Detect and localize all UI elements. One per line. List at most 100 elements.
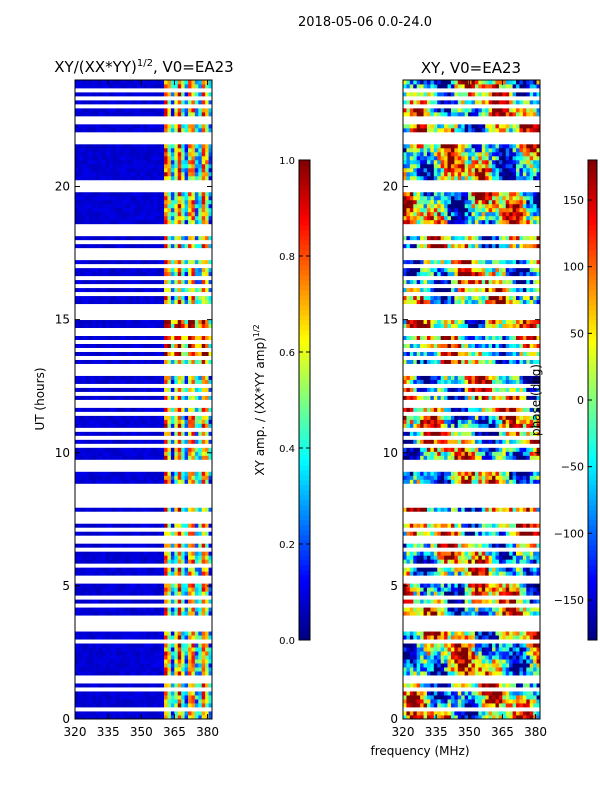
phase-cell	[516, 651, 520, 656]
amplitude-cell	[133, 471, 138, 476]
amplitude-cell	[188, 299, 192, 305]
amplitude-cell	[116, 199, 120, 205]
phase-cell	[522, 695, 527, 700]
colorbar-segment	[299, 485, 310, 491]
phase-cell	[447, 691, 452, 696]
amplitude-cell	[188, 111, 192, 117]
amplitude-cell	[78, 80, 83, 85]
amplitude-cell	[181, 175, 185, 181]
phase-cell	[423, 667, 428, 672]
amplitude-cell	[112, 695, 117, 700]
amplitude-cell	[116, 147, 120, 153]
amplitude-cell	[143, 159, 148, 165]
amplitude-cell	[208, 155, 213, 161]
amplitude-cell	[170, 475, 175, 480]
amplitude-cell	[122, 359, 127, 364]
amplitude-cell	[150, 171, 155, 177]
phase-cell	[502, 703, 507, 708]
amplitude-cell	[88, 555, 93, 560]
amplitude-cell	[105, 351, 110, 356]
phase-cell	[426, 655, 431, 660]
amplitude-cell	[177, 299, 182, 305]
amplitude-cell	[188, 107, 192, 113]
amplitude-cell	[88, 175, 93, 181]
amplitude-cell	[78, 175, 83, 181]
amplitude-cell	[184, 211, 189, 217]
amplitude-cell	[95, 711, 100, 716]
phase-cell	[430, 683, 435, 688]
amplitude-cell	[95, 631, 100, 636]
amplitude-cell	[167, 159, 172, 165]
amplitude-cell	[102, 607, 107, 612]
phase-cell	[423, 643, 428, 648]
amplitude-cell	[95, 359, 100, 364]
amplitude-cell	[143, 123, 148, 129]
amplitude-cell	[129, 667, 134, 672]
phase-cell	[426, 659, 431, 664]
flagged-row	[403, 535, 540, 540]
amplitude-cell	[116, 127, 120, 133]
amplitude-cell	[146, 683, 151, 688]
phase-cell	[454, 683, 459, 688]
amplitude-cell	[181, 647, 185, 652]
phase-cell	[485, 711, 490, 716]
amplitude-cell	[126, 455, 131, 460]
phase-cell	[478, 611, 483, 616]
amplitude-cell	[105, 631, 110, 636]
amplitude-cell	[198, 555, 203, 560]
phase-cell	[413, 711, 418, 716]
amplitude-cell	[136, 375, 141, 380]
amplitude-cell	[109, 551, 114, 556]
phase-cell	[533, 715, 537, 720]
phase-cell	[409, 671, 414, 676]
amplitude-cell	[153, 175, 158, 181]
amplitude-cell	[167, 163, 172, 169]
amplitude-cell	[205, 219, 209, 225]
colorbar-segment	[299, 400, 310, 406]
amplitude-cell	[109, 591, 114, 596]
amplitude-cell	[85, 447, 90, 452]
amplitude-cell	[78, 407, 83, 412]
amplitude-cell	[198, 607, 203, 612]
flagged-row	[75, 491, 212, 496]
phase-cell	[505, 699, 510, 704]
phase-cell	[440, 699, 445, 704]
phase-cell	[522, 711, 527, 716]
amplitude-cell	[133, 567, 138, 572]
amplitude-cell	[188, 523, 192, 528]
amplitude-cell	[133, 111, 138, 117]
amplitude-cell	[88, 235, 93, 241]
amplitude-cell	[102, 387, 107, 392]
amplitude-cell	[109, 471, 114, 476]
amplitude-cell	[126, 551, 131, 556]
amplitude-cell	[78, 271, 83, 277]
phase-cell	[488, 655, 493, 660]
phase-cell	[509, 571, 513, 576]
phase-cell	[529, 543, 534, 548]
amplitude-cell	[188, 83, 192, 89]
amplitude-cell	[167, 531, 172, 536]
amplitude-cell	[95, 295, 100, 301]
amplitude-cell	[150, 107, 155, 113]
amplitude-cell	[188, 567, 192, 572]
phase-cell	[406, 671, 411, 676]
amplitude-cell	[81, 671, 86, 676]
amplitude-cell	[184, 259, 189, 265]
amplitude-cell	[129, 159, 134, 165]
amplitude-cell	[184, 80, 189, 85]
colorbar-segment	[299, 335, 310, 341]
amplitude-cell	[208, 407, 213, 412]
amplitude-cell	[194, 475, 199, 480]
phase-cell	[505, 631, 510, 636]
phase-cell	[461, 611, 466, 616]
amplitude-cell	[129, 155, 134, 161]
amplitude-cell	[208, 323, 213, 329]
amplitude-cell	[81, 299, 86, 305]
amplitude-cell	[75, 99, 79, 105]
amplitude-cell	[133, 415, 138, 420]
amplitude-cell	[188, 203, 192, 209]
amplitude-cell	[102, 671, 107, 676]
amplitude-cell	[164, 423, 168, 428]
amplitude-cell	[146, 647, 151, 652]
phase-cell	[440, 691, 445, 696]
